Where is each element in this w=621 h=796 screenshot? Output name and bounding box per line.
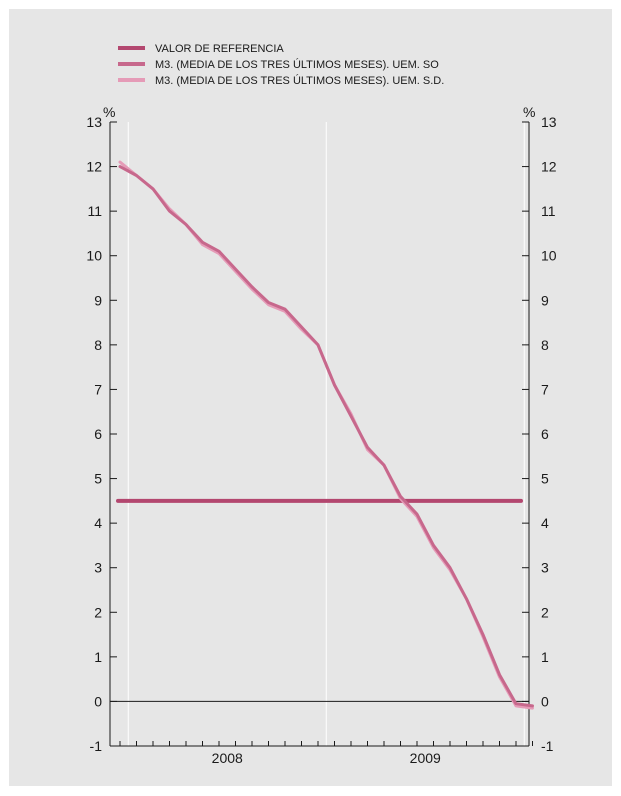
y-tick-label-left: 5 [94,471,102,487]
y-tick-label-right: 11 [541,203,556,219]
y-tick-label-left: 3 [94,560,102,576]
series-line-so [118,165,534,708]
y-tick-label-left: -1 [90,738,103,754]
y-tick-label-right: 13 [541,114,557,130]
y-tick-label-right: 12 [541,159,557,175]
y-tick-label-right: 9 [541,292,549,308]
y-tick-label-left: 8 [94,337,102,353]
legend: VALOR DE REFERENCIA M3. (MEDIA DE LOS TR… [118,43,444,87]
y-tick-label-right: 8 [541,337,549,353]
y-unit-left: % [103,104,115,120]
y-tick-label-left: 12 [86,159,102,175]
x-tick-label: 2008 [212,750,243,766]
x-ticks: 2008 2009 [119,741,533,766]
y-tick-label-left: 6 [94,426,102,442]
y-tick-label-right: 0 [541,693,549,709]
y-tick-label-right: 6 [541,426,549,442]
y-tick-label-left: 0 [94,693,102,709]
x-tick-label: 2009 [410,750,441,766]
y-tick-label-right: 3 [541,560,549,576]
y-tick-label-left: 2 [94,604,102,620]
y-tick-label-right: 2 [541,604,549,620]
legend-label-sd: M3. (MEDIA DE LOS TRES ÚLTIMOS MESES). U… [155,74,444,87]
y-tick-label-left: 9 [94,292,102,308]
y-tick-label-right: 7 [541,381,549,397]
y-tick-label-left: 11 [87,203,102,219]
y-tick-label-left: 1 [94,649,102,665]
y-tick-label-left: 13 [86,114,102,130]
y-tick-label-left: 4 [94,515,102,531]
y-tick-label-left: 7 [94,381,102,397]
y-tick-label-right: 10 [541,248,557,264]
y-tick-label-right: 4 [541,515,549,531]
y-tick-label-right: -1 [541,738,554,754]
y-unit-right: % [523,104,535,120]
series-lines [116,160,534,710]
y-tick-label-right: 5 [541,471,549,487]
legend-label-so: M3. (MEDIA DE LOS TRES ÚLTIMOS MESES). U… [155,58,439,71]
legend-label-reference: VALOR DE REFERENCIA [155,43,284,55]
y-tick-label-right: 1 [541,649,549,665]
y-tick-label-left: 10 [86,248,102,264]
